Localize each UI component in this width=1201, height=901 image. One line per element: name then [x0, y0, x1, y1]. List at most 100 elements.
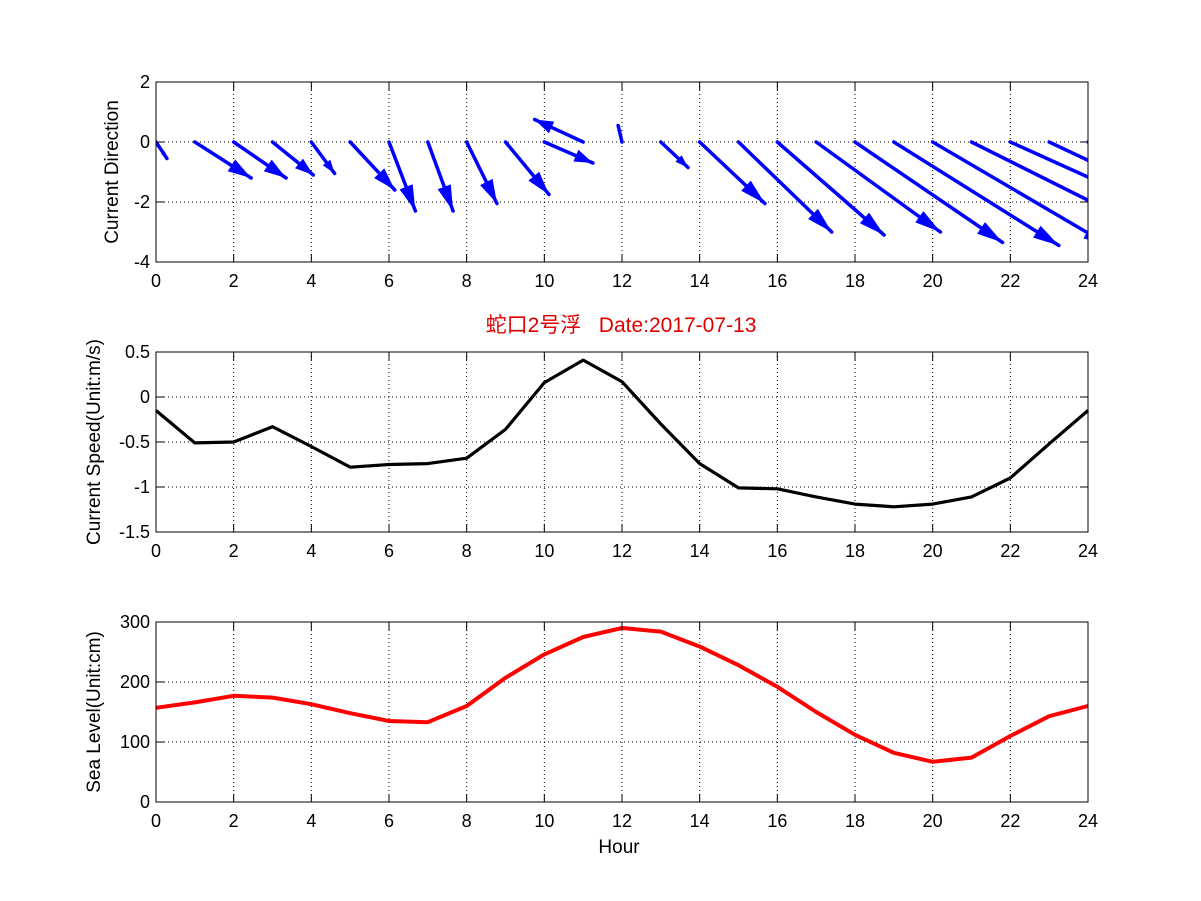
- direction-ytick-label: -2: [134, 192, 150, 212]
- direction-xtick-label: 12: [612, 271, 632, 291]
- direction-arrow-head: [227, 159, 252, 178]
- sealevel-xtick-label: 24: [1078, 811, 1098, 831]
- direction-arrow: [1008, 140, 1201, 235]
- sealevel-xtick-label: 12: [612, 811, 632, 831]
- direction-arrow-head: [528, 171, 549, 195]
- direction-arrow-head: [1190, 218, 1201, 235]
- direction-xtick-label: 8: [462, 271, 472, 291]
- direction-arrow: [969, 140, 1169, 241]
- direction-arrow: [736, 140, 834, 234]
- direction-ytick-label: -4: [134, 252, 150, 272]
- direction-arrow-head: [322, 159, 335, 174]
- speed-ytick-label: -1.5: [119, 522, 150, 542]
- direction-arrow: [697, 140, 767, 206]
- speed-panel: 0 2 4 6 8 10 12 14 16 18 20 22 24-1.5-1-0.500.5 Curr…: [84, 339, 1098, 561]
- speed-ylabel: Current Speed(Unit:m/s): [84, 339, 105, 545]
- direction-arrow-head: [480, 178, 497, 204]
- direction-arrows: [156, 117, 1201, 248]
- direction-arrow: [814, 140, 943, 234]
- speed-xtick-label: 20: [923, 541, 943, 561]
- direction-arrow: [659, 140, 690, 170]
- direction-ylabel: Current Direction: [102, 100, 123, 244]
- speed-xtick-label: 6: [384, 541, 394, 561]
- speed-xtick-label: 8: [462, 541, 472, 561]
- direction-arrow-head: [534, 119, 555, 134]
- direction-arrow-head: [675, 155, 688, 168]
- direction-grid: [156, 82, 1088, 262]
- direction-arrow-head: [1083, 230, 1088, 240]
- direction-xtick-label: 10: [534, 271, 554, 291]
- sealevel-xlabel: Hour: [598, 837, 640, 858]
- direction-arrow-shaft: [892, 140, 1061, 248]
- direction-arrow-shaft: [969, 140, 1088, 203]
- direction-arrow-head: [741, 180, 765, 204]
- direction-arrow: [270, 140, 316, 177]
- sealevel-xtick-label: 6: [384, 811, 394, 831]
- direction-arrow: [156, 140, 169, 161]
- direction-arrow: [387, 140, 418, 213]
- direction-arrow-shaft: [1086, 140, 1088, 144]
- direction-arrow: [464, 140, 499, 206]
- direction-arrow: [193, 140, 253, 180]
- direction-arrow: [930, 140, 1088, 240]
- speed-ytick-label: -0.5: [119, 432, 150, 452]
- sealevel-ytick-label: 0: [140, 792, 150, 812]
- direction-arrow: [616, 123, 624, 144]
- direction-arrow-head: [295, 158, 314, 175]
- sealevel-xtick-label: 20: [923, 811, 943, 831]
- direction-arrow: [1086, 140, 1088, 144]
- direction-xtick-label: 6: [384, 271, 394, 291]
- speed-xtick-label: 16: [767, 541, 787, 561]
- direction-arrow: [231, 140, 288, 180]
- direction-arrow: [775, 140, 886, 237]
- direction-arrow: [348, 140, 397, 192]
- sealevel-ytick-label: 300: [120, 612, 150, 632]
- sealevel-xtick-label: 0: [151, 811, 161, 831]
- direction-arrow-head: [1143, 223, 1169, 241]
- speed-ticks: 0 2 4 6 8 10 12 14 16 18 20 22 24-1.5-1-0.500.5: [119, 342, 1098, 561]
- speed-xtick-label: 0: [151, 541, 161, 561]
- direction-arrow-shaft: [930, 140, 1088, 236]
- direction-xtick-label: 2: [229, 271, 239, 291]
- speed-xtick-label: 10: [534, 541, 554, 561]
- direction-arrow-head: [161, 151, 167, 159]
- sealevel-xtick-label: 16: [767, 811, 787, 831]
- direction-arrow-shaft: [853, 140, 1005, 245]
- direction-arrow: [503, 140, 551, 197]
- direction-arrow-head: [263, 159, 287, 178]
- speed-line: [154, 358, 1090, 509]
- direction-arrow-head: [573, 149, 593, 163]
- speed-ytick-label: -1: [134, 477, 150, 497]
- speed-xtick-label: 14: [690, 541, 710, 561]
- direction-xtick-label: 22: [1000, 271, 1020, 291]
- direction-arrow: [532, 117, 585, 144]
- direction-ytick-label: 2: [140, 72, 150, 92]
- direction-xtick-label: 16: [767, 271, 787, 291]
- sealevel-ytick-label: 100: [120, 732, 150, 752]
- sealevel-xtick-label: 22: [1000, 811, 1020, 831]
- direction-ytick-label: 0: [140, 132, 150, 152]
- direction-arrow: [853, 140, 1005, 245]
- direction-xtick-label: 4: [306, 271, 316, 291]
- direction-xtick-label: 18: [845, 271, 865, 291]
- sealevel-grid: [156, 622, 1088, 802]
- figure-title: 蛇口2号浮 Date:2017-07-13: [486, 314, 757, 337]
- speed-xtick-label: 24: [1078, 541, 1098, 561]
- direction-arrow-head: [617, 125, 622, 132]
- direction-arrow: [542, 140, 595, 165]
- sealevel-xtick-label: 14: [690, 811, 710, 831]
- direction-arrow-head: [399, 184, 416, 211]
- direction-arrow-head: [977, 222, 1003, 243]
- sealevel-xtick-label: 18: [845, 811, 865, 831]
- direction-arrow-head: [437, 184, 454, 211]
- direction-arrow-head: [1033, 225, 1059, 246]
- direction-ticks: 0 2 4 6 8 10 12 14 16 18 20 22 24-4-202: [134, 72, 1098, 291]
- speed-xtick-label: 12: [612, 541, 632, 561]
- direction-arrow-head: [374, 168, 395, 190]
- direction-arrow: [426, 140, 455, 213]
- direction-arrow-shaft: [1008, 140, 1088, 180]
- speed-xtick-label: 4: [306, 541, 316, 561]
- speed-xtick-label: 2: [229, 541, 239, 561]
